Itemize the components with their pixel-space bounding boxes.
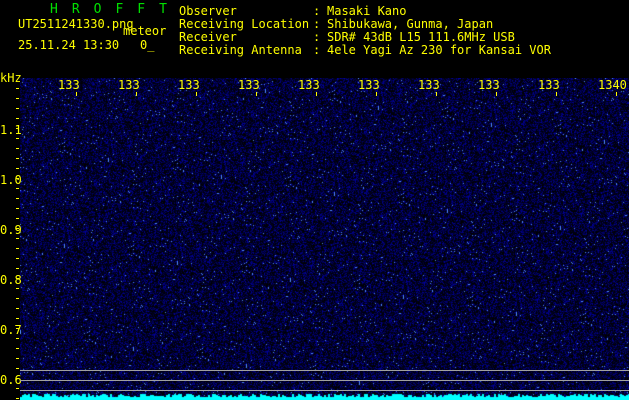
y-tick [16, 138, 19, 139]
x-tick-label: 1332 [118, 78, 140, 92]
info-label: Receiver [179, 30, 237, 44]
y-tick [16, 288, 19, 289]
info-colon: : [313, 4, 321, 18]
y-tick [16, 218, 19, 219]
x-tick-label: 1340 [598, 78, 627, 92]
y-tick [16, 228, 19, 229]
info-value: Shibukawa, Gunma, Japan [327, 17, 494, 31]
info-colon: : [313, 43, 321, 57]
y-tick [16, 108, 19, 109]
y-tick [16, 148, 19, 149]
x-tick-label: 1334 [238, 78, 260, 92]
x-tick [436, 92, 437, 96]
y-tick [16, 298, 19, 299]
y-tick-label: 1.1 [0, 123, 22, 137]
x-tick-label: 1336 [358, 78, 380, 92]
reference-line [20, 370, 629, 371]
y-tick [16, 338, 19, 339]
y-tick [16, 318, 19, 319]
x-tick-label: 1337 [418, 78, 440, 92]
y-tick [16, 238, 19, 239]
y-tick [16, 158, 19, 159]
y-tick [16, 268, 19, 269]
y-tick [16, 258, 19, 259]
y-unit-label: kHz [0, 71, 22, 85]
info-label: Observer [179, 4, 237, 18]
y-tick [16, 308, 19, 309]
y-tick [16, 208, 19, 209]
x-tick [496, 92, 497, 96]
y-tick [16, 248, 19, 249]
x-tick-label: 1338 [478, 78, 500, 92]
info-value: 4ele Yagi Az 230 for Kansai VOR [327, 43, 551, 57]
mode-label: meteor [123, 24, 167, 38]
y-tick-label: 0.9 [0, 223, 22, 237]
x-tick [316, 92, 317, 96]
y-tick-label: 1.0 [0, 173, 22, 187]
y-tick [16, 178, 19, 179]
reference-line [20, 390, 629, 391]
x-tick-label: 1335 [298, 78, 320, 92]
y-tick [16, 188, 19, 189]
y-tick-label: 0.7 [0, 323, 22, 337]
y-tick [16, 398, 19, 399]
info-value: SDR# 43dB L15 111.6MHz USB [327, 30, 515, 44]
y-tick [16, 348, 19, 349]
x-tick [556, 92, 557, 96]
y-tick [16, 198, 19, 199]
x-tick [376, 92, 377, 96]
info-label: Receiving Location [179, 17, 310, 31]
x-tick-label: 1333 [178, 78, 200, 92]
info-colon: : [313, 30, 321, 44]
y-tick [16, 98, 19, 99]
x-tick [616, 92, 617, 96]
x-tick [256, 92, 257, 96]
x-tick-label: 1339 [538, 78, 560, 92]
y-tick [16, 358, 19, 359]
info-value: Masaki Kano [327, 4, 407, 18]
file-name: UT2511241330.png [18, 17, 134, 31]
y-tick [16, 368, 19, 369]
y-tick-label: 0.6 [0, 373, 22, 387]
y-tick [16, 88, 19, 89]
y-tick [16, 118, 19, 119]
meteor-count: 0_ [140, 38, 155, 52]
x-tick [76, 92, 77, 96]
y-tick [16, 388, 19, 389]
info-label: Receiving Antenna [179, 43, 302, 57]
x-tick [196, 92, 197, 96]
reference-line [20, 380, 629, 381]
spectrogram [20, 78, 629, 400]
y-tick [16, 378, 19, 379]
app-title: HROFFT [50, 2, 181, 17]
x-tick [136, 92, 137, 96]
y-tick [16, 128, 19, 129]
y-tick-label: 0.8 [0, 273, 22, 287]
y-tick [16, 278, 19, 279]
datetime: 25.11.24 13:30 [18, 38, 120, 52]
y-tick [16, 168, 19, 169]
info-colon: : [313, 17, 321, 31]
y-tick [16, 328, 19, 329]
